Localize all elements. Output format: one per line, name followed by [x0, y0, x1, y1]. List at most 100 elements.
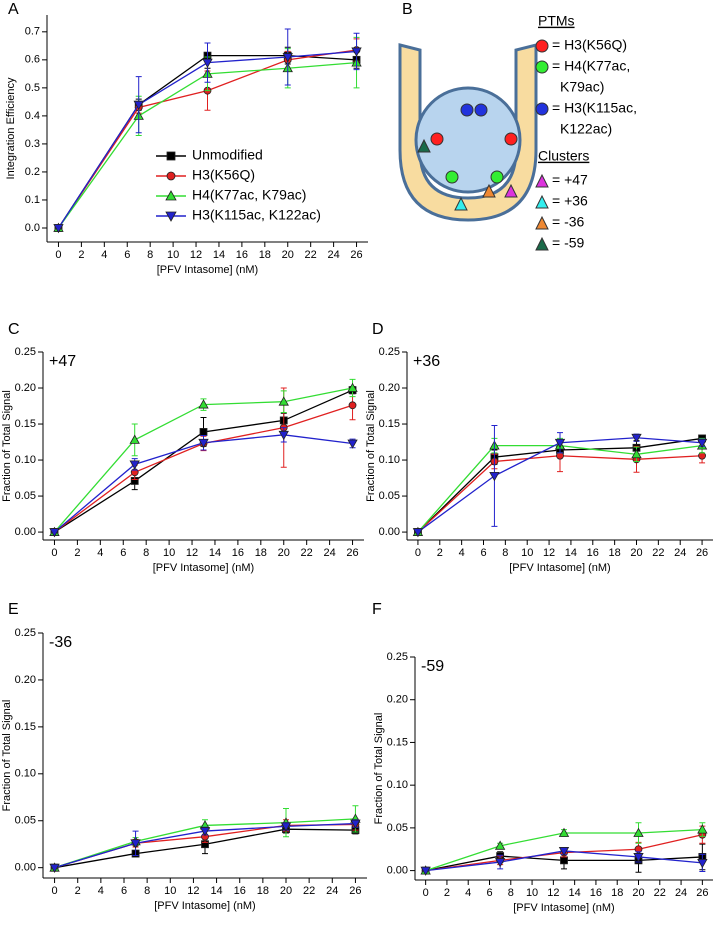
x-tick-label: 18 [259, 249, 271, 261]
x-tick-label: 2 [437, 547, 443, 559]
legend-label: = +47 [552, 172, 588, 188]
x-tick-label: 26 [696, 547, 708, 559]
panel-label: D [372, 321, 384, 338]
y-tick-label: 0.00 [387, 865, 408, 877]
x-tick-label: 16 [234, 885, 246, 897]
y-axis-label: Fraction of Total Signal [1, 700, 13, 812]
y-axis-label: Fraction of Total Signal [373, 713, 385, 825]
x-tick-label: 22 [305, 249, 317, 261]
x-axis-label: [PFV Intasome] (nM) [157, 264, 258, 276]
y-tick-label: 0.1 [25, 194, 40, 206]
x-tick-label: 12 [187, 885, 199, 897]
marker [278, 430, 289, 441]
marker [560, 856, 568, 865]
marker [697, 859, 708, 869]
x-tick-label: 18 [611, 887, 623, 899]
y-tick-label: 0.3 [25, 138, 40, 150]
x-tick-label: 26 [346, 547, 358, 559]
x-tick-label: 8 [502, 547, 508, 559]
panel-label: B [402, 1, 413, 18]
y-tick-label: 0.15 [15, 721, 36, 733]
marker [130, 839, 141, 849]
legend-label: H4(K77ac, K79ac) [192, 187, 306, 203]
y-tick-label: 0.05 [379, 490, 400, 502]
legend-marker [165, 190, 177, 201]
legend-label: = H3(K56Q) [552, 37, 627, 53]
x-tick-label: 18 [609, 547, 621, 559]
legend-label: = H4(K77ac, [552, 58, 630, 74]
x-tick-label: 20 [630, 547, 642, 559]
x-tick-label: 24 [675, 887, 687, 899]
series-line [54, 389, 353, 533]
x-tick-label: 22 [654, 887, 666, 899]
marker [554, 438, 566, 449]
x-tick-label: 16 [587, 547, 599, 559]
legend-marker [535, 194, 549, 209]
legend-marker [166, 151, 176, 161]
x-tick-label: 2 [74, 547, 80, 559]
x-tick-label: 10 [163, 547, 175, 559]
y-tick-label: 0.5 [25, 82, 40, 94]
y-tick-label: 0.25 [379, 346, 400, 358]
y-tick-label: 0.10 [15, 768, 36, 780]
y-tick-label: 0.20 [387, 694, 408, 706]
x-tick-label: 4 [465, 887, 471, 899]
annotation: -36 [49, 634, 72, 651]
y-tick-label: 0.15 [387, 736, 408, 748]
x-axis-label: [PFV Intasome] (nM) [509, 562, 610, 574]
panel-label: E [8, 601, 19, 618]
y-tick-label: 0.25 [15, 627, 36, 639]
y-tick-label: 0.00 [379, 526, 400, 538]
y-tick-label: 0.15 [379, 418, 400, 430]
x-tick-label: 6 [480, 547, 486, 559]
marker [199, 428, 208, 436]
legend-label: Unmodified [192, 147, 263, 163]
marker [129, 434, 140, 444]
y-tick-label: 0.20 [15, 674, 36, 686]
y-axis-label: Integration Efficiency [5, 77, 17, 179]
legend-label: K122ac) [560, 121, 612, 137]
marker [633, 827, 644, 837]
x-tick-label: 10 [164, 885, 176, 897]
marker [351, 47, 362, 57]
annotation: -59 [421, 658, 444, 675]
x-tick-label: 12 [186, 547, 198, 559]
x-tick-label: 22 [652, 547, 664, 559]
x-tick-label: 6 [124, 249, 130, 261]
marker [347, 382, 358, 392]
x-tick-label: 24 [326, 885, 338, 897]
x-tick-label: 14 [213, 249, 225, 261]
legend-label: = -59 [552, 235, 585, 251]
marker [350, 819, 361, 829]
legend-marker [535, 215, 549, 230]
legend-label: K79ac) [560, 79, 604, 95]
x-tick-label: 6 [486, 887, 492, 899]
x-axis-label: [PFV Intasome] (nM) [153, 562, 254, 574]
marker [202, 58, 213, 68]
x-tick-label: 12 [190, 249, 202, 261]
y-tick-label: 0.00 [15, 526, 36, 538]
y-tick-label: 0.15 [15, 418, 36, 430]
y-tick-label: 0.05 [15, 815, 36, 827]
x-tick-label: 26 [696, 887, 708, 899]
x-tick-label: 0 [51, 547, 57, 559]
legend-label: = +36 [552, 193, 588, 209]
x-tick-label: 0 [415, 547, 421, 559]
x-tick-label: 4 [459, 547, 465, 559]
x-tick-label: 2 [78, 249, 84, 261]
panel-label: F [372, 601, 382, 618]
legend-marker [165, 211, 177, 222]
x-tick-label: 16 [232, 547, 244, 559]
x-tick-label: 14 [565, 547, 577, 559]
y-tick-label: 0.20 [379, 382, 400, 394]
x-tick-label: 20 [280, 885, 292, 897]
marker [558, 847, 570, 857]
x-tick-label: 18 [257, 885, 269, 897]
x-tick-label: 12 [547, 887, 559, 899]
marker [282, 53, 293, 63]
annotation: +47 [49, 353, 76, 370]
x-tick-label: 2 [444, 887, 450, 899]
x-tick-label: 6 [120, 547, 126, 559]
marker [129, 460, 140, 470]
y-tick-label: 0.10 [15, 454, 36, 466]
